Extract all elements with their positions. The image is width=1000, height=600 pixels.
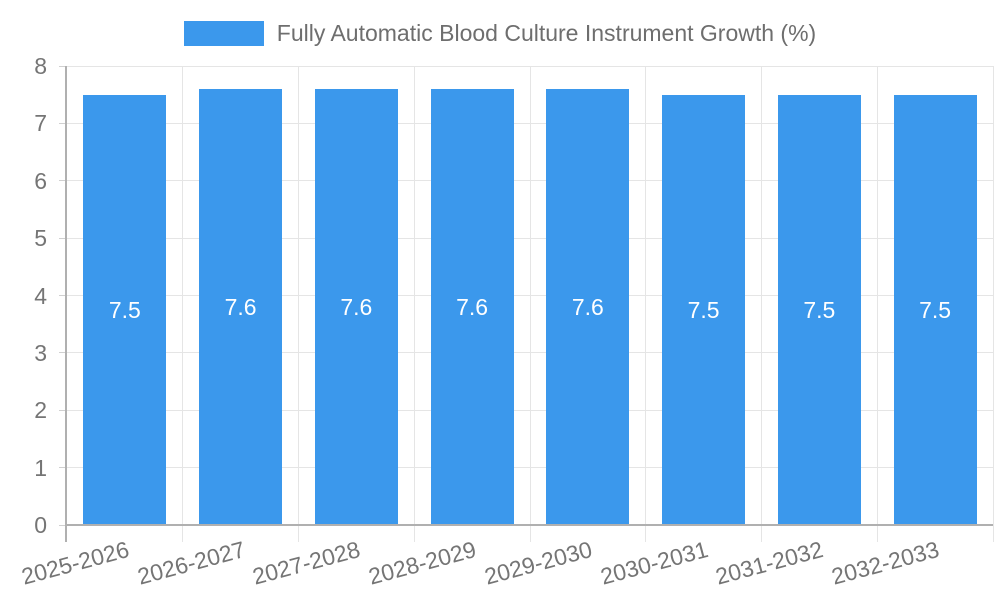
legend-swatch-icon <box>183 20 264 46</box>
x-axis-label: 2032-2033 <box>828 536 942 590</box>
bar-value-label: 7.5 <box>919 296 952 323</box>
bar-value-label: 7.5 <box>803 296 836 323</box>
x-axis-line <box>67 524 993 526</box>
y-tick <box>59 409 67 411</box>
y-axis-label: 8 <box>34 53 47 79</box>
y-axis-label: 7 <box>34 110 47 137</box>
bar-2031-2032[interactable] <box>777 94 861 525</box>
x-axis-label: 2028-2029 <box>365 536 479 590</box>
legend-label: Fully Automatic Blood Culture Instrument… <box>276 20 817 46</box>
x-gridline <box>876 66 878 542</box>
bar-2030-2031[interactable] <box>662 94 746 525</box>
y-tick <box>59 352 67 354</box>
bar-value-label: 7.6 <box>456 293 489 320</box>
y-tick <box>59 180 67 182</box>
y-axis-label: 6 <box>34 167 47 194</box>
bar-value-label: 7.6 <box>224 293 257 320</box>
x-axis-label: 2031-2032 <box>713 536 827 590</box>
bar-2027-2028[interactable] <box>314 88 398 525</box>
x-axis-label: 2026-2027 <box>134 536 248 590</box>
y-axis-label: 4 <box>34 282 47 309</box>
bar-value-label: 7.6 <box>340 293 373 320</box>
y-axis-label: 5 <box>34 225 47 252</box>
x-gridline <box>992 66 994 542</box>
y-axis-label: 2 <box>34 397 47 424</box>
y-axis-label: 0 <box>34 512 47 538</box>
x-axis-label: 2027-2028 <box>250 536 364 590</box>
x-axis-label: 2029-2030 <box>481 536 595 590</box>
y-tick <box>59 467 67 469</box>
y-axis-line <box>65 66 67 542</box>
y-axis-label: 3 <box>34 339 47 366</box>
y-tick <box>59 237 67 239</box>
x-gridline <box>413 66 415 542</box>
y-tick <box>59 295 67 296</box>
bar-value-label: 7.5 <box>108 296 141 323</box>
y-tick <box>59 65 67 67</box>
x-gridline <box>529 66 531 542</box>
x-axis-label: 2025-2026 <box>18 536 132 590</box>
y-tick <box>59 524 67 526</box>
x-gridline <box>761 66 762 542</box>
bar-2028-2029[interactable] <box>430 88 514 525</box>
bar-2029-2030[interactable] <box>546 88 630 525</box>
chart-legend: Fully Automatic Blood Culture Instrument… <box>0 18 1000 48</box>
bar-2026-2027[interactable] <box>199 88 283 525</box>
x-gridline <box>182 66 184 542</box>
bar-2032-2033[interactable] <box>893 94 977 525</box>
x-gridline <box>645 66 647 542</box>
bar-value-label: 7.5 <box>687 296 720 323</box>
y-tick <box>59 122 67 124</box>
bar-2025-2026[interactable] <box>83 94 167 525</box>
bar-value-label: 7.6 <box>571 293 604 320</box>
legend-item[interactable]: Fully Automatic Blood Culture Instrument… <box>183 20 817 46</box>
x-axis-label: 2030-2031 <box>597 536 711 590</box>
y-axis-label: 1 <box>34 454 47 481</box>
x-gridline <box>298 66 299 542</box>
